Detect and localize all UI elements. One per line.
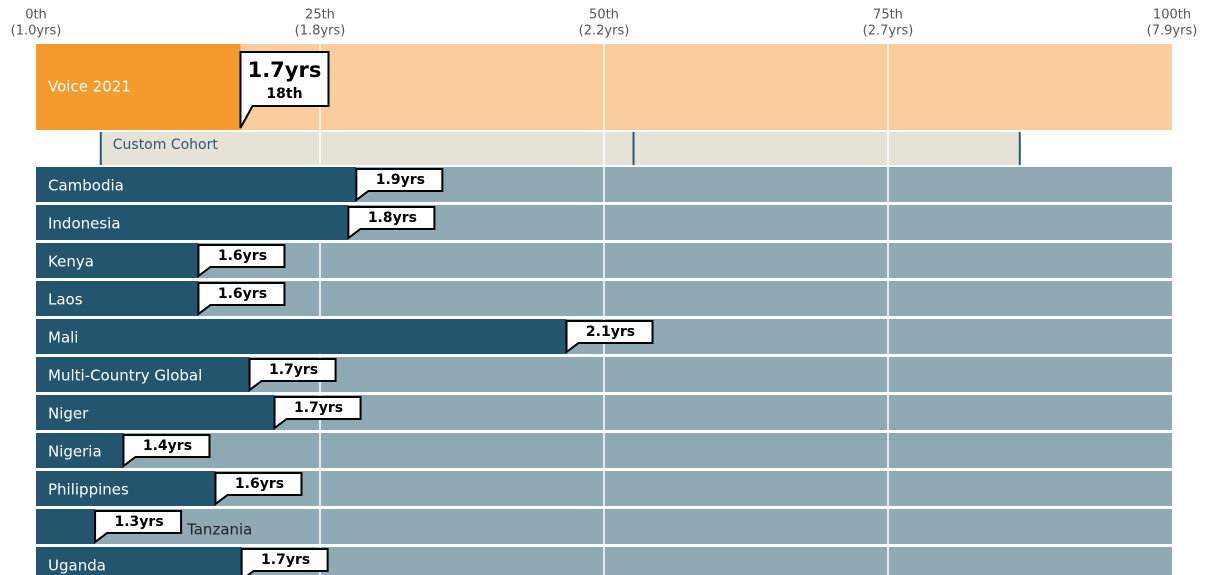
x-tick-label: 100th: [1153, 8, 1191, 23]
category-label: Laos: [48, 291, 83, 309]
category-label: Philippines: [48, 481, 129, 499]
bar: [36, 319, 567, 354]
value-callout: [248, 358, 337, 392]
value-callout: [94, 510, 183, 544]
value-label: 1.4yrs: [143, 438, 192, 454]
value-label: 1.8yrs: [368, 210, 417, 226]
value-label: 1.6yrs: [235, 476, 284, 492]
value-label: 1.7yrs: [269, 362, 318, 378]
bar: [36, 167, 357, 202]
category-label: Cambodia: [48, 177, 124, 195]
x-tick-note: (1.0yrs): [11, 24, 62, 39]
x-tick-note: (7.9yrs): [1147, 24, 1198, 39]
category-label: Mali: [48, 329, 78, 347]
bar: [36, 281, 199, 316]
bar: [36, 357, 250, 392]
value-label: 1.6yrs: [218, 248, 267, 264]
highlight-name: Voice 2021: [48, 78, 131, 96]
value-label: 1.7yrs: [261, 552, 310, 568]
value-callout: [122, 434, 211, 468]
value-label: 1.9yrs: [376, 172, 425, 188]
value-callout: [355, 168, 444, 202]
x-tick-note: (1.8yrs): [295, 24, 346, 39]
value-callout: [197, 244, 286, 278]
bar: [36, 205, 349, 240]
category-label: Nigeria: [48, 443, 102, 461]
bar: [36, 471, 216, 506]
category-label: Multi-Country Global: [48, 367, 202, 385]
category-label: Tanzania: [186, 521, 252, 539]
category-label: Indonesia: [48, 215, 121, 233]
bar: [36, 547, 242, 575]
x-tick-label: 25th: [305, 8, 335, 23]
category-label: Uganda: [48, 557, 106, 575]
category-label: Kenya: [48, 253, 94, 271]
x-tick-note: (2.7yrs): [863, 24, 914, 39]
highlight-callout: [239, 51, 330, 129]
x-tick-label: 0th: [25, 8, 47, 23]
bar: [36, 433, 124, 468]
value-callout: [273, 396, 362, 430]
x-tick-note: (2.2yrs): [579, 24, 630, 39]
value-label: 1.3yrs: [114, 514, 163, 530]
bar: [36, 243, 199, 278]
bar: [36, 395, 275, 430]
highlight-value-label: 1.7yrs: [248, 58, 322, 82]
value-label: 2.1yrs: [586, 324, 635, 340]
value-label: 1.6yrs: [218, 286, 267, 302]
value-callout: [197, 282, 286, 316]
value-label: 1.7yrs: [294, 400, 343, 416]
highlight-rank-label: 18th: [266, 86, 302, 102]
cohort-band: [100, 132, 1020, 165]
highlight-bar: [36, 44, 241, 130]
value-callout: [565, 320, 654, 354]
value-callout: [214, 472, 303, 506]
value-callout: [347, 206, 436, 240]
category-label: Niger: [48, 405, 89, 423]
bar: [36, 509, 96, 544]
x-tick-label: 75th: [873, 8, 903, 23]
x-tick-label: 50th: [589, 8, 619, 23]
cohort-name: Custom Cohort: [113, 137, 219, 153]
